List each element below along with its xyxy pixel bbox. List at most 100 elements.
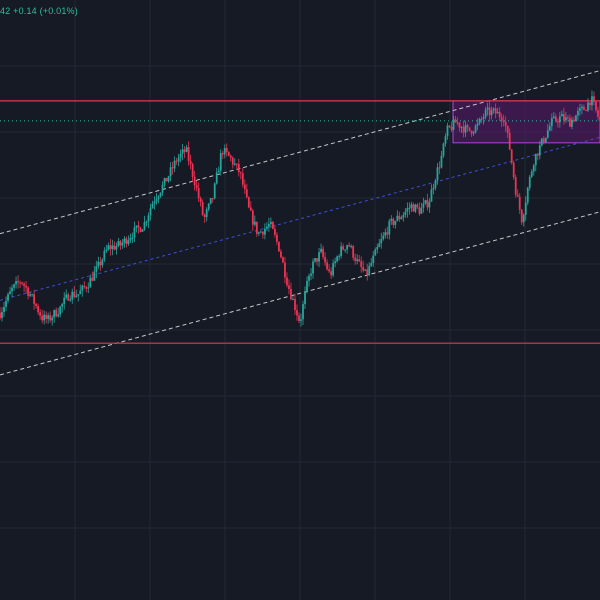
- candle-body: [494, 108, 497, 114]
- candle-bullish: [181, 143, 184, 161]
- candle-bearish: [255, 221, 258, 237]
- candle-body: [27, 287, 29, 296]
- candle-body: [282, 257, 284, 263]
- candle-body: [270, 221, 272, 225]
- candle-bearish: [282, 256, 284, 263]
- candle-bullish: [63, 291, 66, 310]
- candle-body: [29, 294, 32, 296]
- candle-bearish: [348, 242, 351, 248]
- candle-bullish: [552, 111, 555, 119]
- candle-body: [418, 207, 421, 214]
- candle-body: [366, 269, 369, 275]
- candle-body: [17, 281, 19, 283]
- candle-body: [392, 218, 395, 225]
- candle-bullish: [29, 291, 32, 298]
- candle-body: [480, 118, 483, 120]
- candle-bullish: [308, 273, 310, 287]
- candle-body: [374, 249, 377, 256]
- candle-body: [73, 291, 76, 297]
- candle-body: [382, 235, 385, 240]
- candle-body: [53, 310, 56, 318]
- candle-body: [396, 215, 399, 221]
- candle-body: [504, 122, 507, 126]
- candle-body: [121, 242, 124, 246]
- candle-body: [320, 248, 322, 253]
- candle-body: [123, 238, 126, 243]
- candle-body: [145, 221, 148, 223]
- candle-bullish: [490, 106, 493, 120]
- candle-body: [37, 306, 40, 313]
- candle-bearish: [119, 240, 122, 250]
- candle-body: [438, 167, 441, 169]
- candle-bearish: [566, 114, 569, 122]
- candle-bearish: [595, 101, 597, 113]
- candle-bullish: [145, 220, 148, 227]
- candle-body: [348, 245, 351, 247]
- candle-body: [243, 184, 246, 190]
- candle-body: [9, 291, 11, 295]
- candle-bearish: [67, 292, 70, 301]
- candle-body: [514, 177, 517, 195]
- candle-body: [478, 118, 481, 124]
- candle-bearish: [41, 309, 44, 324]
- candle-body: [274, 228, 276, 235]
- candle-bullish: [127, 235, 130, 246]
- candle-body: [15, 281, 17, 285]
- candle-bullish: [558, 111, 561, 128]
- candle-bearish: [21, 281, 23, 286]
- candle-bullish: [79, 284, 82, 295]
- candle-bullish: [219, 149, 222, 176]
- candle-body: [328, 269, 330, 272]
- candle-bearish: [360, 256, 363, 273]
- candle-body: [276, 234, 278, 242]
- candle-body: [358, 259, 361, 262]
- candle-body: [292, 298, 294, 300]
- candle-body: [91, 277, 94, 281]
- candle-body: [125, 238, 128, 244]
- candle-body: [85, 287, 88, 289]
- candle-body: [560, 114, 563, 117]
- candle-bullish: [440, 151, 443, 169]
- candle-bearish: [165, 178, 168, 182]
- candle-bearish: [583, 104, 585, 111]
- candle-bearish: [418, 202, 421, 216]
- candle-bearish: [23, 281, 25, 292]
- candle-body: [25, 285, 27, 288]
- candle-body: [462, 126, 465, 133]
- candle-bullish: [446, 122, 449, 140]
- candle-body: [468, 127, 471, 131]
- candle-bullish: [135, 225, 138, 233]
- candle-body: [113, 245, 116, 250]
- candle-bullish: [147, 212, 150, 229]
- candle-body: [526, 187, 529, 203]
- candle-body: [564, 117, 567, 121]
- candle-bullish: [117, 237, 120, 248]
- candle-bullish: [300, 313, 302, 327]
- candle-body: [13, 284, 15, 288]
- candle-body: [135, 225, 138, 228]
- candle-bullish: [47, 312, 50, 324]
- candle-bearish: [556, 118, 559, 128]
- candle-body: [472, 132, 475, 134]
- candle-bullish: [428, 198, 431, 213]
- candle-body: [89, 277, 92, 288]
- candle-body: [272, 221, 274, 229]
- candle-bullish: [486, 102, 489, 116]
- candle-body: [538, 145, 541, 156]
- candle-bearish: [362, 260, 365, 273]
- candle-body: [308, 275, 310, 281]
- candle-bullish: [496, 107, 499, 114]
- candle-bullish: [159, 192, 162, 199]
- price-change-text: 42 +0.14 (+0.01%): [0, 6, 78, 16]
- candle-body: [1, 311, 3, 319]
- candle-body: [444, 136, 447, 144]
- candle-body: [512, 162, 515, 178]
- candle-bullish: [424, 199, 427, 205]
- candle-body: [290, 288, 292, 300]
- candle-body: [127, 240, 130, 244]
- candle-bullish: [123, 236, 126, 248]
- candle-body: [470, 130, 473, 134]
